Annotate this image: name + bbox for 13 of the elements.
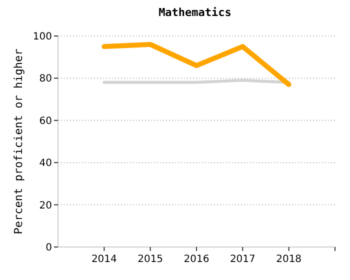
x-tick-label: 2014 bbox=[91, 254, 117, 265]
y-tick-label: 40 bbox=[39, 158, 52, 170]
x-tick-label: 2018 bbox=[276, 254, 302, 265]
y-tick-label: 80 bbox=[39, 74, 52, 85]
y-tick-label: 100 bbox=[32, 32, 52, 42]
y-tick-label: 20 bbox=[39, 200, 52, 212]
chart-title: Mathematics bbox=[158, 6, 232, 19]
y-axis-title: Percent proficient or higher bbox=[12, 48, 25, 234]
y-tick-label: 0 bbox=[46, 242, 52, 254]
x-tick-label: 2016 bbox=[184, 254, 210, 265]
y-tick-label: 60 bbox=[39, 116, 52, 127]
x-tick-label: 2015 bbox=[138, 254, 164, 265]
x-tick-label: 2017 bbox=[230, 254, 256, 265]
